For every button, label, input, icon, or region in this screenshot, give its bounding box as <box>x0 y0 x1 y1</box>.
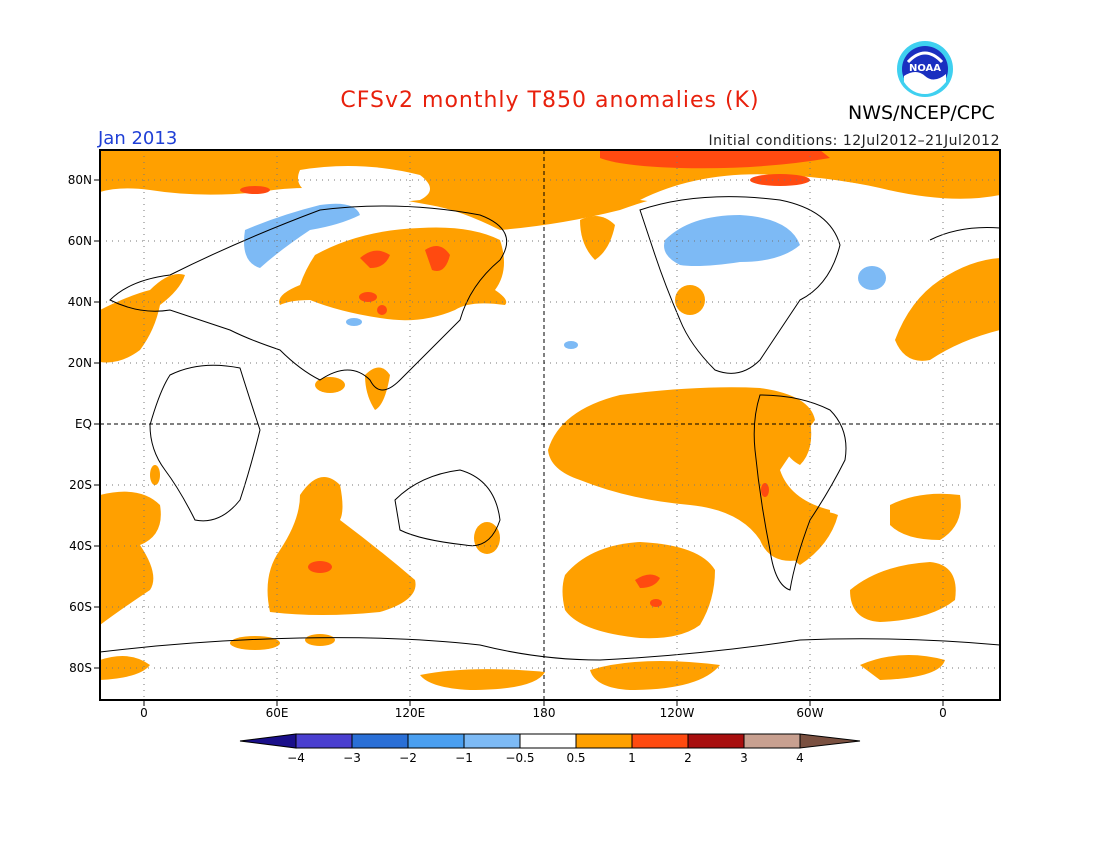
antarctic-warm-3 <box>305 634 335 646</box>
lat-label: 40N <box>67 295 92 309</box>
europe-warm-region <box>100 274 185 363</box>
colorbar-label: −2 <box>399 751 417 765</box>
antarctic-warm-4 <box>420 669 545 690</box>
lon-label: 60W <box>796 706 824 720</box>
lon-label: 120W <box>659 706 695 720</box>
colorbar-bin <box>407 733 465 749</box>
map-title: CFSv2 monthly T850 anomalies (K) <box>340 88 760 113</box>
noaa-logo: NOAA <box>896 40 954 98</box>
lat-label: 60S <box>69 600 92 614</box>
colorbar-label: 4 <box>796 751 804 765</box>
lat-label: 80N <box>67 173 92 187</box>
sp-strong-warm-2 <box>650 599 662 607</box>
lat-label: 20S <box>69 478 92 492</box>
arctic-white-gap-2 <box>640 174 900 213</box>
eurasia-strong-1 <box>360 250 390 268</box>
colorbar-bin <box>295 733 353 749</box>
lon-label: 0 <box>939 706 947 720</box>
colorbar-label: −0.5 <box>505 751 535 765</box>
indian-strong-warm <box>308 561 332 573</box>
map-frame <box>99 149 1001 701</box>
indian-ocean-warm <box>267 477 416 615</box>
lon-label: 120E <box>394 706 426 720</box>
sa-strong-warm <box>761 483 769 497</box>
colorbar-label: 2 <box>684 751 692 765</box>
logo-text: NOAA <box>909 63 941 74</box>
asia-cool-spot <box>346 318 362 326</box>
valid-month: Jan 2013 <box>98 128 178 149</box>
n-atlantic-cool <box>858 266 886 290</box>
colorbar-label: −4 <box>287 751 305 765</box>
colorbar-label: −1 <box>455 751 473 765</box>
eurasia-strong-2 <box>425 246 450 271</box>
colorbar-bin <box>519 733 577 749</box>
colorbar-bin <box>687 733 745 749</box>
lon-label: 0 <box>140 706 148 720</box>
sp-strong-warm <box>635 574 660 588</box>
colorbar-bin <box>743 733 801 749</box>
pacific-nw-warm <box>580 216 615 260</box>
eurasia-strong-4 <box>377 305 387 315</box>
lat-label: 20N <box>67 356 92 370</box>
initial-conditions: Initial conditions: 12Jul2012–21Jul2012 <box>708 133 1000 149</box>
lon-label: 60E <box>265 706 289 720</box>
coastlines <box>100 196 1000 661</box>
colorbar-low-arrow <box>239 733 297 749</box>
colorbar <box>239 733 861 749</box>
arctic-strong-warm-3 <box>240 186 270 194</box>
bay-bengal-warm <box>315 377 345 393</box>
arctic-strong-warm <box>600 150 830 169</box>
graticule <box>100 150 1000 700</box>
eurasia-strong-3 <box>359 292 377 302</box>
southern-ocean-warm <box>850 562 956 622</box>
s-atlantic-east-warm <box>890 493 961 540</box>
lat-label: 60N <box>67 234 92 248</box>
colorbar-bin <box>351 733 409 749</box>
sw-atlantic-warm <box>788 511 838 565</box>
siberia-cool-region <box>244 203 360 268</box>
eurasia-warm-region <box>279 227 507 321</box>
colorbar-label: −3 <box>343 751 361 765</box>
anomaly-layer <box>100 150 1000 690</box>
lat-label: EQ <box>74 417 92 431</box>
colorbar-bin <box>463 733 521 749</box>
australia-warm <box>474 522 500 554</box>
s-atlantic-warm <box>100 491 161 625</box>
colorbar-high-arrow <box>799 733 861 749</box>
lat-label: 40S <box>69 539 92 553</box>
antarctic-warm-5 <box>590 661 720 690</box>
arctic-strong-warm-2 <box>750 174 810 186</box>
lon-label: 180 <box>532 706 556 720</box>
colorbar-bin <box>631 733 689 749</box>
south-pacific-warm <box>562 542 715 639</box>
colorbar-bin <box>575 733 633 749</box>
north-america-warm <box>675 285 705 315</box>
antarctic-warm-6 <box>860 655 945 680</box>
pacific-cool-spot <box>564 341 578 349</box>
colorbar-label: 3 <box>740 751 748 765</box>
colorbar-label: 0.5 <box>566 751 586 765</box>
colorbar-label: 1 <box>628 751 636 765</box>
lat-label: 80S <box>69 661 92 675</box>
arctic-white-gap <box>298 166 430 203</box>
agency-label: NWS/NCEP/CPC <box>848 102 995 124</box>
tick-marks <box>94 179 944 706</box>
tropical-pacific-warm <box>548 387 830 561</box>
antarctic-warm-2 <box>230 636 280 650</box>
iberia-atlantic-warm <box>895 258 1000 361</box>
canada-cool-region <box>664 215 800 266</box>
s-atlantic-warm-2 <box>150 465 160 485</box>
